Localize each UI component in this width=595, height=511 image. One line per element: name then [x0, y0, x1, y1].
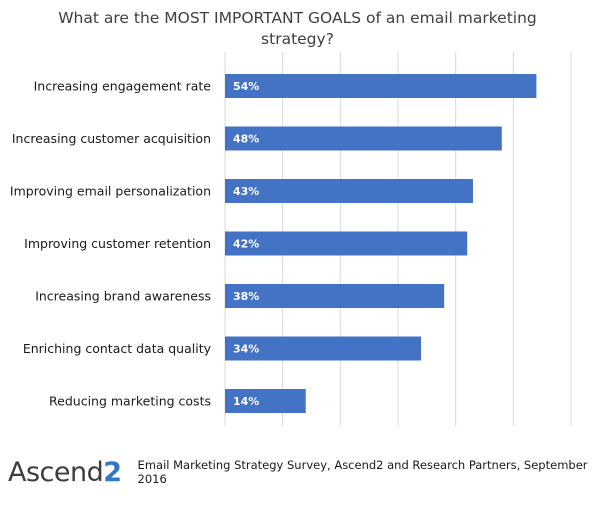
category-label: Increasing brand awareness [35, 289, 211, 304]
data-label: 34% [233, 343, 259, 356]
category-label: Enriching contact data quality [23, 341, 212, 356]
gridlines [224, 52, 572, 426]
data-label: 54% [233, 80, 259, 93]
bars: 54% 48% 43% 42% 38% 34% 14% [225, 74, 537, 413]
bar [225, 231, 468, 256]
category-label: Increasing customer acquisition [12, 131, 211, 146]
category-label: Reducing marketing costs [49, 394, 211, 409]
bar [225, 284, 445, 308]
footer: Ascend2 Email Marketing Strategy Survey,… [8, 452, 595, 492]
bar [225, 389, 306, 413]
category-label: Increasing engagement rate [34, 79, 212, 94]
source-note: Email Marketing Strategy Survey, Ascend2… [137, 458, 588, 486]
logo-digit: 2 [103, 456, 122, 488]
data-label: 48% [233, 133, 259, 146]
category-label: Improving customer retention [24, 236, 211, 251]
data-label: 42% [233, 238, 259, 251]
data-label: 38% [233, 290, 259, 303]
category-labels: Increasing engagement rate Increasing cus… [10, 79, 212, 409]
data-label: 43% [233, 185, 259, 198]
category-label: Improving email personalization [10, 184, 211, 199]
bar [225, 126, 502, 151]
bar [225, 74, 537, 98]
bar [225, 336, 422, 361]
logo-text: Ascend [8, 456, 104, 488]
bar-chart: 54% 48% 43% 42% 38% 34% 14% Increasing engagem… [10, 52, 572, 426]
data-label: 14% [233, 395, 259, 408]
bar [225, 179, 473, 203]
ascend2-logo: Ascend2 [8, 457, 122, 488]
chart-title: What are the MOST IMPORTANT GOALS of an … [58, 9, 537, 48]
